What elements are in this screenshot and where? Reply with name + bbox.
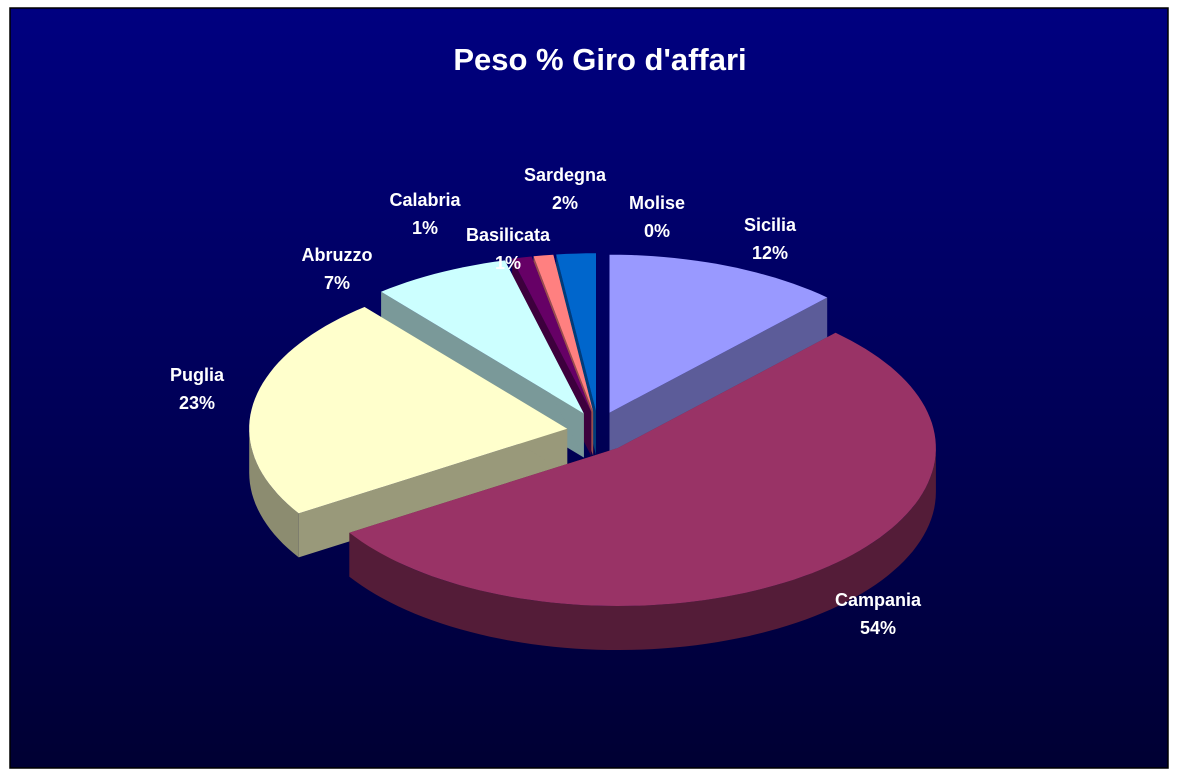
slice — [556, 253, 596, 412]
data-label-name: Sicilia — [744, 215, 797, 235]
slice — [533, 254, 594, 412]
slice-wall — [249, 428, 299, 558]
slice — [249, 307, 568, 558]
pie — [249, 253, 936, 650]
data-label-value: 12% — [752, 243, 788, 263]
data-label-value: 7% — [324, 273, 350, 293]
slice — [609, 254, 828, 457]
slice — [609, 254, 828, 413]
slice — [381, 260, 584, 414]
data-label-value: 0% — [644, 221, 670, 241]
data-label-value: 1% — [412, 218, 438, 238]
slice-side — [298, 428, 568, 558]
data-label-name: Sardegna — [524, 165, 607, 185]
data-label-name: Campania — [835, 590, 922, 610]
data-label-value: 54% — [860, 618, 896, 638]
data-label-name: Puglia — [170, 365, 225, 385]
slice-side — [609, 297, 828, 457]
data-label-value: 1% — [495, 253, 521, 273]
slice — [249, 307, 568, 514]
data-label-name: Abruzzo — [302, 245, 373, 265]
data-label-name: Calabria — [389, 190, 461, 210]
data-label-name: Molise — [629, 193, 685, 213]
slice — [349, 332, 936, 650]
slice — [512, 256, 592, 412]
data-label-value: 23% — [179, 393, 215, 413]
data-label-value: 2% — [552, 193, 578, 213]
slice-wall — [349, 448, 936, 650]
slice — [349, 332, 936, 606]
data-label-name: Basilicata — [466, 225, 551, 245]
chart-title: Peso % Giro d'affari — [453, 42, 746, 77]
